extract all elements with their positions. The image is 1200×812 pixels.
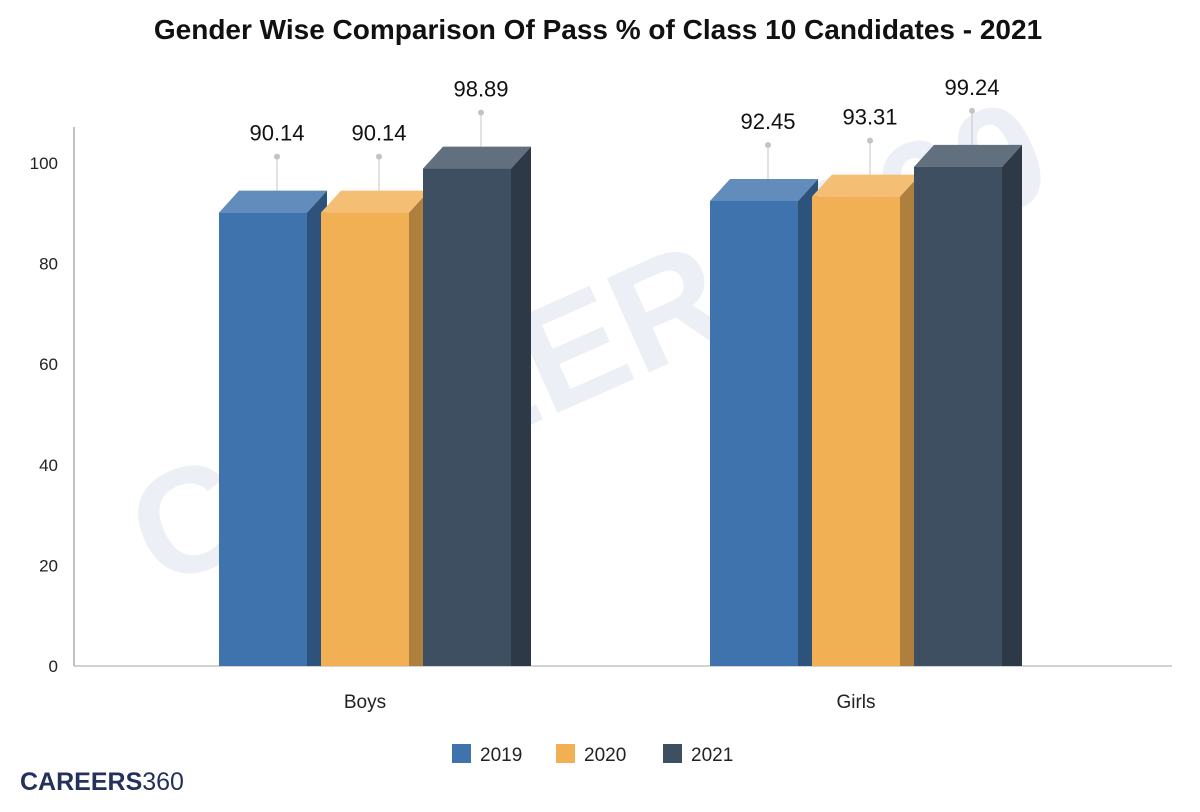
leader-dot: [867, 137, 873, 144]
y-tick-label: 80: [39, 255, 58, 274]
legend-label: 2019: [480, 745, 522, 766]
bar-top: [710, 178, 818, 201]
leader-dot: [765, 141, 771, 148]
x-category-label: Girls: [836, 692, 875, 713]
bar: [321, 190, 429, 666]
logo-light-text: 360: [142, 768, 184, 796]
y-tick-label: 20: [39, 556, 58, 575]
data-label: 98.89: [453, 77, 508, 102]
bar: [812, 174, 920, 666]
bar-side: [1002, 144, 1022, 666]
bar-front: [710, 200, 798, 666]
data-label: 92.45: [740, 109, 795, 134]
leader-dot: [478, 109, 484, 116]
bar-front: [321, 212, 409, 666]
data-label: 99.24: [944, 75, 999, 100]
value-labels: 90.14 90.14 98.89 92.45 93.31 99.24: [249, 75, 1000, 191]
legend: 2019 2020 2021: [452, 744, 733, 766]
logo-bold-text: CAREERS: [20, 768, 142, 796]
bar-front: [423, 168, 511, 666]
y-tick-label: 0: [49, 657, 58, 676]
bar: [219, 190, 327, 666]
legend-item: 2021: [663, 744, 733, 766]
bar-front: [914, 166, 1002, 666]
leader-dot: [274, 153, 280, 160]
data-label: 90.14: [351, 121, 406, 146]
bar-front: [812, 196, 900, 666]
legend-swatch: [663, 744, 682, 763]
bar-side: [511, 146, 531, 666]
legend-label: 2021: [691, 745, 733, 766]
bar-top: [812, 174, 920, 197]
legend-swatch: [452, 744, 471, 763]
leader-dot: [376, 153, 382, 160]
brand-logo: CAREERS360: [20, 768, 184, 796]
bar-top: [423, 146, 531, 169]
svg-text:CAREERS360: CAREERS360: [20, 768, 184, 796]
bars: [219, 144, 1022, 666]
legend-item: 2019: [452, 744, 522, 766]
bar-front: [219, 212, 307, 666]
y-tick-label: 100: [30, 154, 58, 173]
x-category-label: Boys: [344, 692, 386, 713]
bar-top: [219, 190, 327, 213]
y-tick-label: 60: [39, 355, 58, 374]
bar: [423, 146, 531, 666]
data-label: 93.31: [842, 105, 897, 130]
data-label: 90.14: [249, 121, 304, 146]
bar: [710, 178, 818, 666]
y-tick-label: 40: [39, 456, 58, 475]
bar-top: [321, 190, 429, 213]
bar-top: [914, 144, 1022, 167]
legend-label: 2020: [584, 745, 626, 766]
leader-dot: [969, 107, 975, 114]
legend-item: 2020: [556, 744, 626, 766]
bar: [914, 144, 1022, 666]
legend-swatch: [556, 744, 575, 763]
chart-title: Gender Wise Comparison Of Pass % of Clas…: [154, 14, 1042, 45]
